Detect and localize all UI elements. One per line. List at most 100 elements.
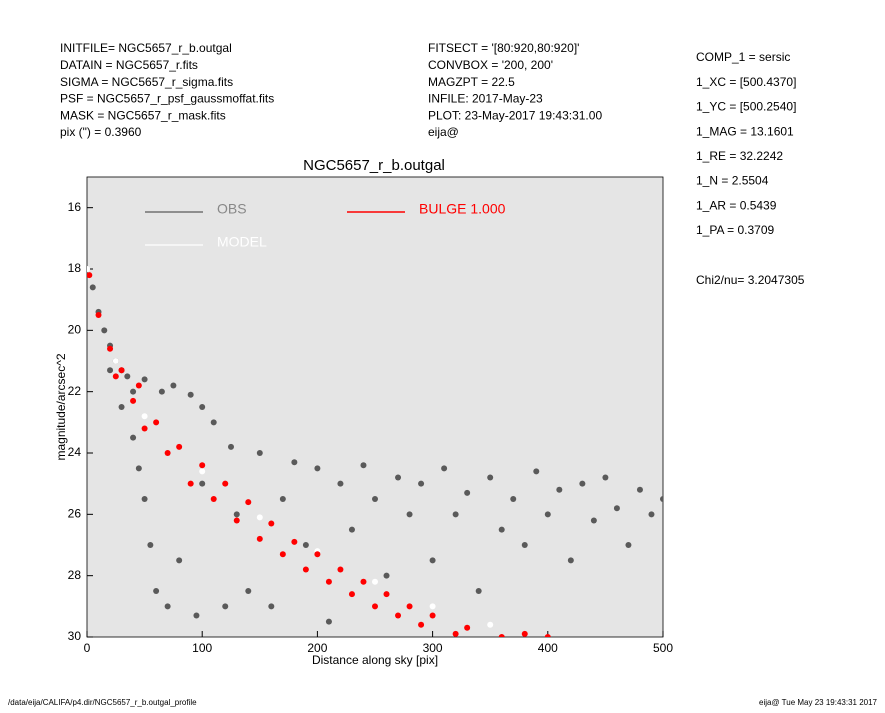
header-line: PSF = NGC5657_r_psf_gaussmoffat.fits — [60, 92, 274, 106]
point — [87, 266, 90, 272]
point — [107, 367, 114, 374]
point — [158, 388, 165, 395]
point — [636, 486, 643, 493]
point — [372, 603, 378, 610]
point — [498, 634, 505, 637]
point — [153, 588, 160, 594]
point — [487, 621, 494, 628]
point — [199, 462, 206, 469]
header-line: INITFILE= NGC5657_r_b.outgal — [60, 41, 232, 55]
point — [279, 496, 286, 502]
point — [464, 489, 471, 496]
point — [118, 367, 125, 374]
point — [314, 551, 321, 558]
point — [441, 465, 448, 472]
point — [268, 520, 275, 527]
point — [372, 496, 378, 502]
point — [325, 578, 332, 585]
point — [245, 499, 252, 506]
point — [302, 542, 309, 548]
point — [360, 578, 367, 585]
point — [228, 443, 234, 450]
point — [141, 425, 148, 432]
x-tick-label: 400 — [538, 641, 558, 655]
y-axis-label: magnitude/arcsec^2 — [54, 353, 68, 460]
point — [372, 578, 378, 585]
point — [176, 443, 183, 450]
point — [187, 391, 194, 398]
header-line: MAGZPT = 22.5 — [428, 75, 515, 89]
point — [406, 511, 413, 518]
point — [256, 535, 263, 542]
point — [141, 376, 148, 383]
point — [112, 358, 119, 364]
point — [291, 538, 298, 545]
x-tick-label: 100 — [192, 641, 212, 655]
point — [124, 373, 131, 380]
point — [135, 465, 142, 472]
point — [395, 474, 402, 481]
point — [130, 388, 137, 395]
point — [164, 450, 171, 456]
y-tick-label: 22 — [68, 384, 82, 398]
point — [429, 603, 436, 610]
point — [199, 468, 206, 475]
point — [337, 480, 344, 487]
y-tick-label: 30 — [68, 629, 82, 643]
point — [89, 284, 96, 291]
point — [487, 474, 494, 481]
point — [141, 413, 148, 420]
point — [406, 603, 413, 610]
point — [233, 511, 240, 518]
point — [130, 434, 137, 441]
point — [429, 557, 436, 564]
point — [256, 450, 263, 456]
fit-parameter: 1_AR = 0.5439 — [696, 198, 777, 212]
chart-title: NGC5657_r_b.outgal — [303, 157, 445, 174]
legend-label: MODEL — [217, 234, 267, 250]
point — [521, 542, 528, 548]
header-line: DATAIN = NGC5657_r.fits — [60, 58, 198, 72]
y-tick-label: 26 — [68, 507, 82, 521]
point — [314, 465, 321, 472]
point — [337, 566, 344, 573]
y-tick-label: 20 — [68, 323, 82, 337]
footer-path: /data/eija/CALIFA/p4.dir/NGC5657_r_b.out… — [8, 698, 197, 707]
point — [429, 612, 436, 619]
x-tick-label: 0 — [84, 641, 91, 655]
point — [187, 480, 194, 487]
point — [613, 505, 620, 512]
point — [118, 404, 125, 410]
legend-label: BULGE 1.000 — [419, 201, 506, 217]
point — [176, 557, 183, 564]
point — [475, 588, 482, 594]
point — [452, 511, 459, 518]
point — [590, 517, 597, 524]
point — [210, 496, 217, 502]
fit-parameter: 1_PA = 0.3709 — [696, 223, 775, 237]
point — [199, 480, 206, 487]
x-tick-label: 500 — [653, 641, 673, 655]
point — [101, 327, 108, 334]
point — [625, 542, 632, 548]
legend-label: OBS — [217, 201, 247, 217]
point — [210, 419, 217, 426]
point — [602, 474, 609, 481]
point — [544, 634, 551, 637]
point — [348, 591, 355, 598]
point — [279, 551, 286, 558]
point — [648, 511, 655, 518]
point — [153, 419, 160, 426]
point — [348, 526, 355, 533]
fit-parameter: 1_RE = 32.2242 — [696, 149, 783, 163]
point — [498, 526, 505, 533]
point — [544, 511, 551, 518]
y-tick-label: 16 — [68, 200, 82, 214]
point — [521, 630, 528, 637]
points — [87, 266, 663, 637]
fit-parameter: 1_XC = [500.4370] — [696, 75, 796, 89]
point — [164, 603, 171, 610]
header-line: pix (") = 0.3960 — [60, 125, 142, 139]
point — [383, 591, 390, 598]
